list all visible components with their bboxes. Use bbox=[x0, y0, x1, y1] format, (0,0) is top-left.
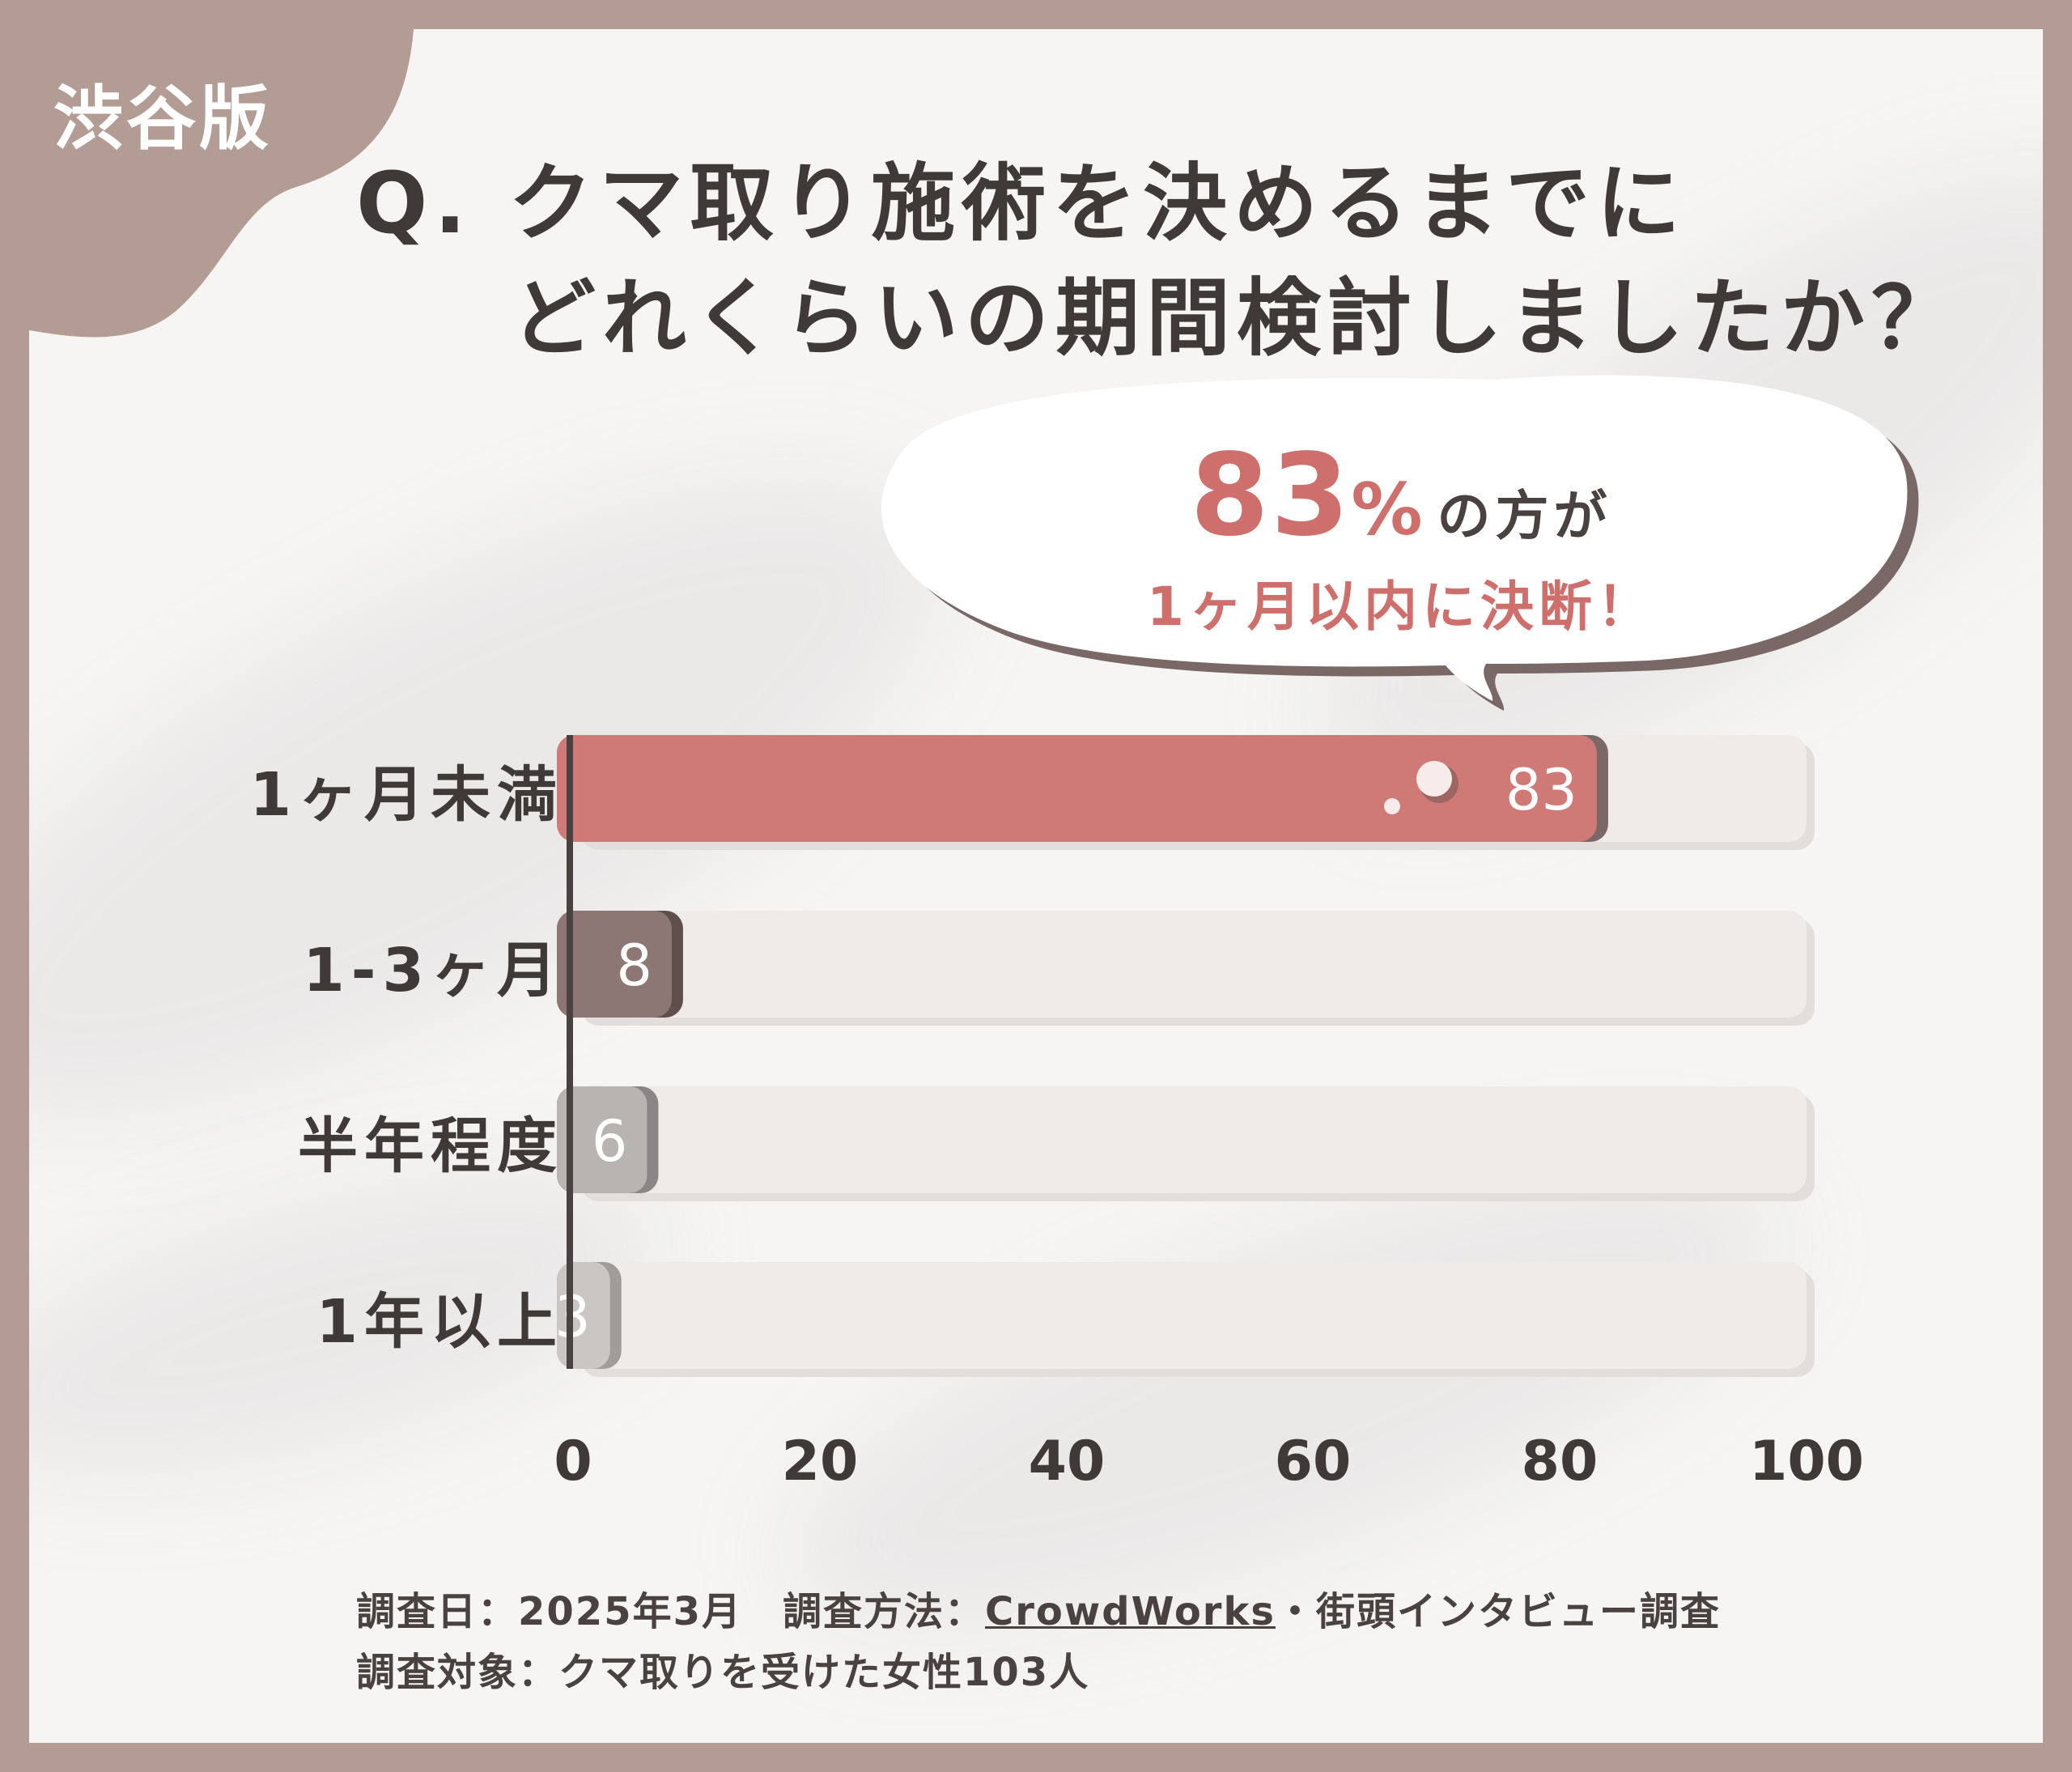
footer-survey-info: 調査日：2025年3月 調査方法： bbox=[356, 1589, 985, 1634]
title-line-1: Q. クマ取り施術を決めるまでに bbox=[356, 154, 1688, 253]
title-line-2: どれくらいの期間検討しましたか？ bbox=[512, 269, 1963, 368]
bar-track-3 bbox=[573, 1262, 1807, 1369]
bar-2 bbox=[557, 1086, 648, 1193]
bar-0 bbox=[557, 735, 1597, 842]
bar-1 bbox=[557, 911, 672, 1018]
y-axis-line bbox=[567, 735, 573, 1369]
callout-subtext: 1ヶ月以内に決断！ bbox=[1147, 576, 1655, 638]
footer-survey-method: ・街頭インタビュー調査 bbox=[1275, 1589, 1721, 1634]
callout-headline: 83% の方が bbox=[887, 430, 1915, 562]
bar-track-1 bbox=[573, 911, 1807, 1018]
category-label-2: 半年程度 bbox=[298, 1111, 563, 1181]
badge-label: 渋谷版 bbox=[53, 79, 272, 159]
corner-badge-shape bbox=[29, 29, 414, 338]
infographic-card: 渋谷版 Q. クマ取り施術を決めるまでに どれくらいの期間検討しましたか？ 83… bbox=[29, 29, 2043, 1743]
highlight-dot bbox=[1416, 761, 1452, 797]
x-tick-1: 20 bbox=[781, 1430, 859, 1494]
x-tick-5: 100 bbox=[1749, 1430, 1864, 1494]
category-label-1: 1-3ヶ月 bbox=[303, 936, 563, 1005]
bar-track-2 bbox=[573, 1086, 1807, 1193]
x-tick-4: 80 bbox=[1521, 1430, 1599, 1494]
callout-bubble bbox=[881, 375, 1919, 711]
x-tick-2: 40 bbox=[1028, 1430, 1106, 1494]
x-tick-0: 0 bbox=[554, 1430, 592, 1494]
x-tick-3: 60 bbox=[1274, 1430, 1352, 1494]
bar-value-label-2: 6 bbox=[592, 1108, 628, 1175]
category-label-3: 1年以上 bbox=[316, 1287, 563, 1357]
footer-line-1: 調査日：2025年3月 調査方法：CrowdWorks・街頭インタビュー調査 bbox=[356, 1579, 1721, 1636]
category-label-0: 1ヶ月未満 bbox=[249, 760, 563, 830]
callout-rest: の方が bbox=[1437, 485, 1612, 547]
crowdworks-link[interactable]: CrowdWorks bbox=[985, 1589, 1276, 1634]
highlight-dot-small bbox=[1384, 798, 1400, 814]
footer-line-2: 調査対象：クマ取りを受けた女性103人 bbox=[356, 1650, 1090, 1695]
callout-percent-sign: % bbox=[1351, 468, 1423, 551]
callout-percent: 83 bbox=[1190, 430, 1352, 562]
bar-chart: 83863 bbox=[554, 735, 1815, 1377]
bar-value-label-1: 8 bbox=[616, 933, 652, 999]
bar-value-label-0: 83 bbox=[1505, 757, 1577, 823]
